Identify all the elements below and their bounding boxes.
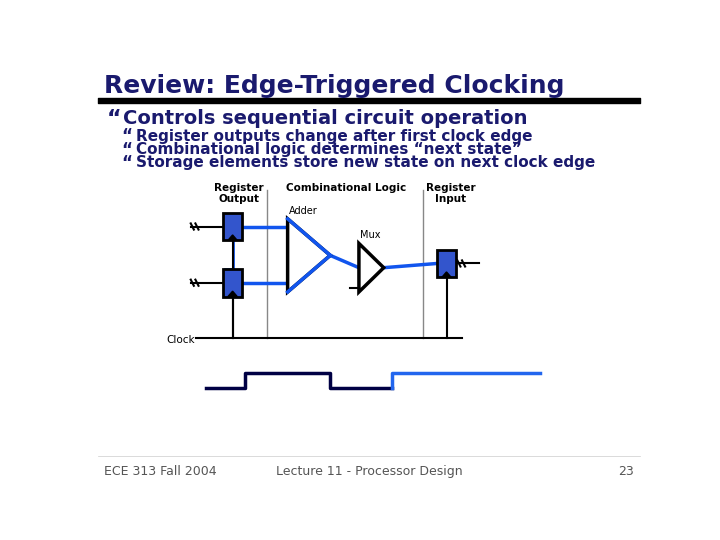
Text: Adder: Adder bbox=[289, 206, 318, 215]
Bar bbox=[223, 213, 242, 240]
Polygon shape bbox=[359, 244, 384, 292]
Text: Combinational logic determines “next state”: Combinational logic determines “next sta… bbox=[137, 142, 523, 157]
Text: Controls sequential circuit operation: Controls sequential circuit operation bbox=[122, 109, 527, 128]
Polygon shape bbox=[442, 272, 451, 278]
Polygon shape bbox=[228, 235, 238, 240]
Text: Register outputs change after first clock edge: Register outputs change after first cloc… bbox=[137, 129, 533, 144]
Text: “: “ bbox=[121, 127, 132, 145]
Text: Review: Edge-Triggered Clocking: Review: Edge-Triggered Clocking bbox=[104, 75, 564, 98]
Text: Register
Input: Register Input bbox=[426, 183, 475, 204]
Text: 23: 23 bbox=[618, 465, 634, 478]
Bar bbox=[223, 269, 242, 296]
Text: Clock: Clock bbox=[166, 335, 194, 345]
Text: Mux: Mux bbox=[361, 231, 381, 240]
Text: “: “ bbox=[121, 153, 132, 172]
Text: Register
Output: Register Output bbox=[214, 183, 264, 204]
Text: ECE 313 Fall 2004: ECE 313 Fall 2004 bbox=[104, 465, 217, 478]
Bar bbox=[437, 249, 456, 278]
Text: Lecture 11 - Processor Design: Lecture 11 - Processor Design bbox=[276, 465, 462, 478]
Text: Combinational Logic: Combinational Logic bbox=[286, 183, 406, 193]
Polygon shape bbox=[287, 219, 330, 292]
Text: Storage elements store new state on next clock edge: Storage elements store new state on next… bbox=[137, 155, 595, 170]
Polygon shape bbox=[228, 291, 238, 296]
Text: “: “ bbox=[107, 109, 122, 129]
Text: “: “ bbox=[121, 140, 132, 159]
